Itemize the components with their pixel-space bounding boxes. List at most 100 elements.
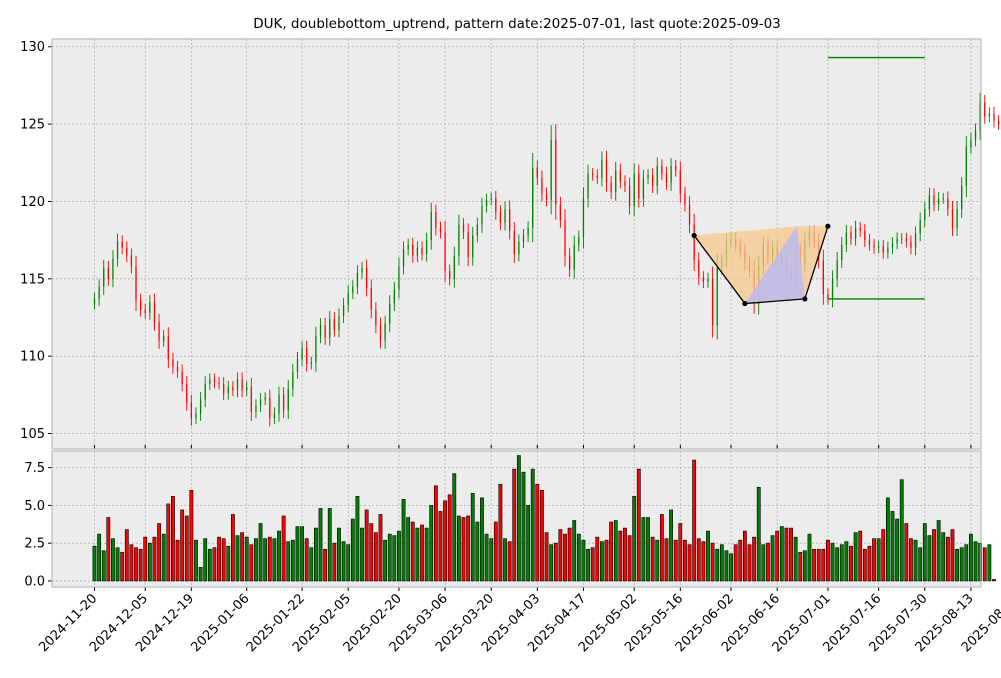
candle-body bbox=[93, 298, 96, 304]
volume-bar bbox=[673, 539, 678, 582]
volume-bar bbox=[789, 527, 793, 582]
volume-bar bbox=[553, 542, 558, 582]
volume-y-tick-label: 0.0 bbox=[24, 574, 45, 589]
volume-bar bbox=[701, 541, 706, 582]
volume-bar bbox=[286, 541, 291, 582]
candle-body bbox=[338, 315, 340, 330]
candle-body bbox=[711, 278, 714, 326]
volume-bar bbox=[955, 548, 959, 582]
candle-body bbox=[296, 359, 299, 372]
volume-bar bbox=[807, 533, 812, 582]
volume-bar bbox=[521, 471, 526, 582]
volume-bar bbox=[549, 544, 554, 582]
candle-body bbox=[269, 397, 271, 419]
volume-bar bbox=[756, 486, 761, 582]
candle-body bbox=[370, 288, 372, 310]
candle-body bbox=[223, 384, 225, 394]
candle-body bbox=[273, 413, 276, 419]
candle-body bbox=[333, 319, 336, 330]
volume-bar bbox=[124, 529, 129, 582]
candle-body bbox=[282, 394, 285, 411]
candle-body bbox=[550, 139, 552, 200]
pattern-line bbox=[693, 226, 829, 305]
candle-body bbox=[485, 199, 488, 207]
candle-body bbox=[278, 394, 280, 414]
volume-bar bbox=[669, 509, 673, 582]
volume-bar bbox=[115, 547, 120, 582]
volume-bar bbox=[503, 538, 507, 582]
volume-bar bbox=[830, 542, 835, 582]
candle-body bbox=[264, 397, 266, 400]
volume-bar bbox=[480, 497, 484, 582]
volume-bar bbox=[111, 538, 115, 582]
candle-body bbox=[937, 198, 940, 205]
volume-bar bbox=[729, 553, 733, 582]
volume-bar bbox=[664, 538, 669, 582]
candle-body bbox=[379, 325, 382, 341]
volume-bar bbox=[447, 494, 452, 582]
volume-bar bbox=[92, 545, 97, 582]
volume-bar bbox=[424, 527, 429, 582]
volume-bar bbox=[157, 523, 161, 582]
candle-body bbox=[213, 379, 216, 383]
candle-body bbox=[107, 267, 109, 279]
candle-body bbox=[905, 238, 907, 242]
price-y-tick-label: 115 bbox=[20, 272, 45, 287]
volume-bar bbox=[410, 521, 415, 582]
pattern-point bbox=[825, 223, 831, 229]
volume-bar bbox=[175, 539, 180, 582]
candle-body bbox=[227, 387, 229, 394]
candle-body bbox=[587, 173, 589, 199]
candle-body bbox=[665, 173, 668, 183]
volume-bar bbox=[438, 511, 443, 582]
candle-body bbox=[956, 209, 958, 228]
candle-body bbox=[578, 237, 580, 245]
volume-bar bbox=[987, 544, 992, 582]
candle-body bbox=[287, 388, 289, 411]
volume-bar bbox=[544, 532, 549, 582]
candle-body bbox=[679, 170, 681, 194]
volume-bar bbox=[835, 547, 840, 582]
candle-body bbox=[139, 300, 142, 310]
candle-body bbox=[176, 367, 179, 372]
volume-bar bbox=[314, 527, 318, 582]
price-y-tick-label: 105 bbox=[20, 427, 45, 442]
volume-bar bbox=[401, 499, 406, 582]
volume-bar bbox=[683, 539, 687, 582]
candle-body bbox=[887, 247, 889, 253]
volume-bar bbox=[738, 539, 743, 582]
volume-bar bbox=[420, 524, 424, 582]
candle-body bbox=[836, 260, 838, 279]
candle-body bbox=[112, 258, 114, 279]
price-panel-frame bbox=[51, 38, 982, 450]
price-panel bbox=[52, 39, 981, 449]
candle-body bbox=[555, 139, 557, 205]
candle-body bbox=[356, 272, 359, 287]
candle-body bbox=[342, 305, 345, 316]
candle-body bbox=[670, 165, 672, 183]
volume-bar bbox=[152, 536, 157, 582]
volume-bar bbox=[770, 535, 775, 582]
volume-bar bbox=[798, 551, 803, 582]
volume-bar bbox=[766, 542, 770, 582]
volume-bar bbox=[230, 514, 235, 582]
candle-body bbox=[504, 209, 506, 224]
volume-bar bbox=[872, 538, 876, 582]
volume-bar bbox=[332, 542, 337, 582]
candle-body bbox=[647, 175, 649, 179]
candle-body bbox=[250, 387, 252, 412]
volume-bar bbox=[636, 468, 641, 582]
volume-bar bbox=[466, 515, 471, 582]
candle-body bbox=[559, 204, 562, 221]
volume-bar bbox=[530, 468, 535, 582]
volume-y-tick-label: 5.0 bbox=[24, 499, 45, 514]
volume-bar bbox=[457, 515, 461, 582]
volume-bar bbox=[945, 536, 950, 582]
volume-bar bbox=[632, 496, 637, 582]
candle-body bbox=[997, 121, 1000, 125]
candle-body bbox=[98, 286, 100, 299]
candle-body bbox=[153, 302, 156, 323]
volume-bar bbox=[194, 539, 198, 582]
volume-bar bbox=[821, 548, 826, 582]
